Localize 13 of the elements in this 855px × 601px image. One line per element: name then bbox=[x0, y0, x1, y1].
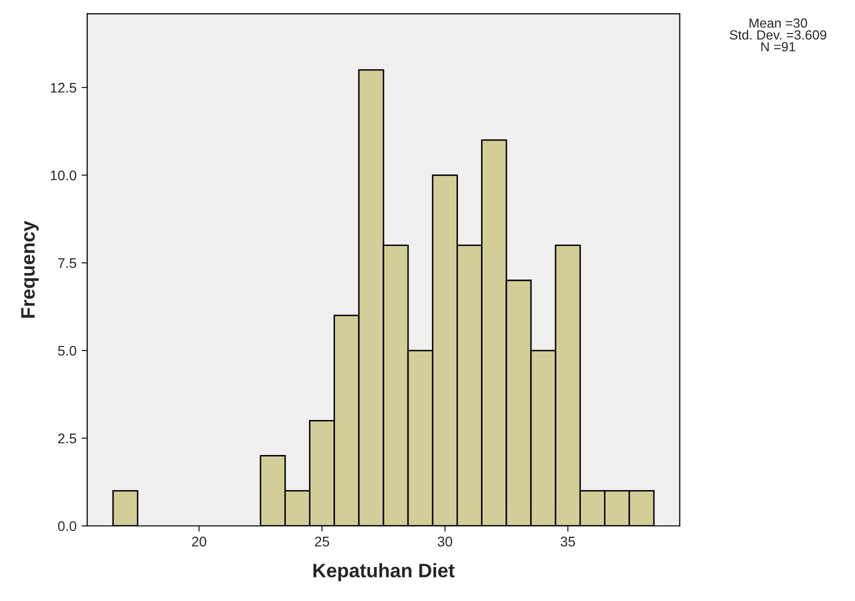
text: Mean =30 Std. Dev. =3.609 N =91 bbox=[730, 18, 826, 52]
y-tick-label: 10.0 bbox=[50, 170, 76, 180]
x-tick-label: 25 bbox=[314, 536, 330, 546]
x-tick-label: 30 bbox=[438, 536, 452, 546]
x-tick-label: 35 bbox=[560, 536, 576, 546]
x-tick-label: 20 bbox=[192, 536, 206, 546]
y-tick-label: 5.0 bbox=[58, 346, 76, 356]
y-tick-label: 7.5 bbox=[58, 258, 76, 268]
y-tick-label: 2.5 bbox=[58, 434, 76, 444]
x-axis-title: Kepatuhan Diet bbox=[313, 563, 455, 582]
y-axis-title: Frequency bbox=[21, 220, 39, 318]
y-tick-label: 0.0 bbox=[58, 521, 76, 532]
y-tick-label: 12.5 bbox=[50, 82, 76, 93]
